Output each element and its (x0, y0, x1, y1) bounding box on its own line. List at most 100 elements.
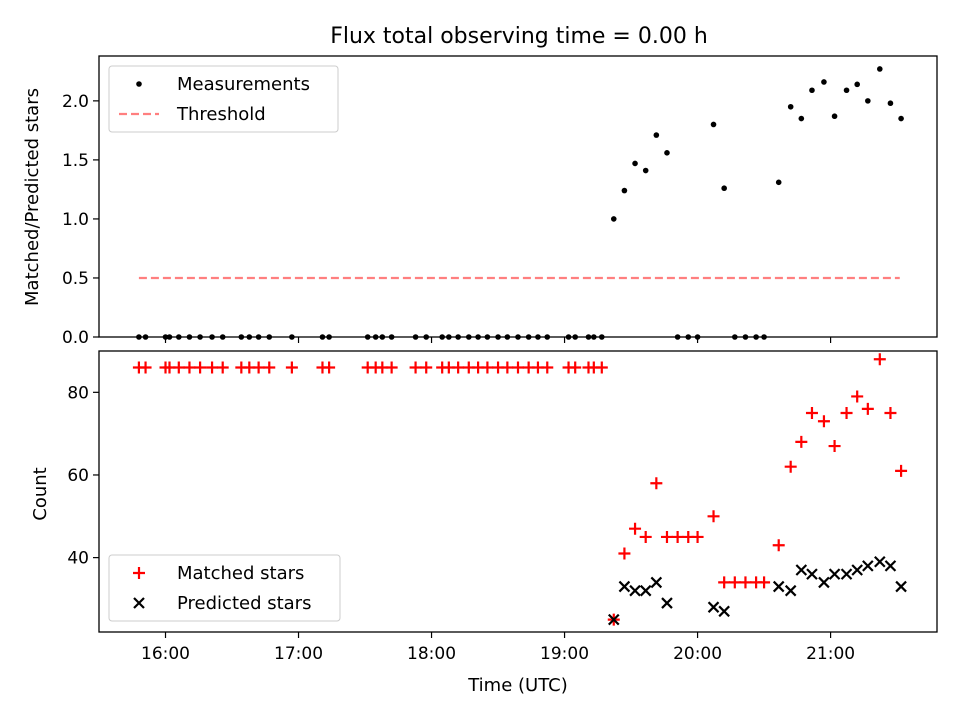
matched-star-point (739, 576, 752, 589)
matched-star-point (772, 539, 785, 552)
legend-predicted-label: Predicted stars (177, 593, 311, 614)
measurement-point (721, 185, 727, 192)
matched-star-point (618, 547, 631, 560)
legend-matched-label: Matched stars (177, 563, 304, 584)
measurement-point (664, 150, 670, 156)
predicted-star-point (828, 568, 841, 580)
measurement-point (653, 132, 660, 138)
matched-star-point (194, 361, 207, 374)
measurement-point (854, 81, 860, 88)
matched-star-point (481, 361, 494, 374)
matched-star-point (172, 361, 185, 374)
matched-star-point (569, 361, 582, 374)
predicted-star-point (840, 568, 853, 580)
x-tick-label: 17:00 (274, 644, 323, 664)
matched-star-point (420, 361, 433, 374)
y-tick-label: 1.0 (62, 210, 89, 230)
measurement-point (809, 87, 815, 94)
matched-star-point (263, 361, 276, 374)
y-tick-label: 0.0 (62, 328, 89, 348)
predicted-star-point (607, 613, 620, 626)
matched-star-point (828, 440, 841, 453)
matched-star-point (795, 435, 808, 448)
measurement-point (821, 79, 827, 85)
legend-threshold-label: Threshold (176, 104, 266, 125)
matched-star-point (817, 415, 830, 428)
top-ylabel: Matched/Predicted stars (22, 88, 43, 306)
measurement-point (775, 179, 782, 186)
predicted-star-point (862, 560, 874, 572)
measurement-point (887, 100, 894, 107)
bottom-legend: Matched stars Predicted stars (108, 554, 341, 622)
matched-star-point (784, 460, 797, 473)
matched-star-point (718, 576, 731, 589)
y-tick-label: 60 (67, 466, 89, 486)
predicted-star-point (650, 576, 663, 589)
predicted-star-point (707, 601, 720, 613)
top-legend-box (108, 65, 339, 133)
x-tick-label: 21:00 (806, 644, 855, 664)
matched-star-point (805, 406, 818, 419)
predicted-star-point (818, 576, 830, 589)
bottom-panel-frame (98, 350, 938, 633)
measurement-point (710, 121, 717, 128)
x-tick-label: 18:00 (407, 644, 456, 664)
matched-star-point (501, 361, 514, 374)
x-tick-label: 20:00 (673, 644, 722, 664)
predicted-star-point (772, 580, 785, 593)
legend-measurements-label: Measurements (177, 74, 310, 95)
top-panel-frame (98, 55, 938, 338)
matched-star-point (758, 576, 771, 589)
matched-star-point (884, 406, 897, 419)
legend-measurements-marker (136, 81, 142, 87)
matched-star-point (728, 576, 741, 589)
y-tick-label: 80 (67, 383, 89, 403)
chart-title: Flux total observing time = 0.00 h (330, 24, 708, 49)
measurement-point (621, 187, 628, 194)
matched-star-point (660, 530, 673, 543)
matched-star-point (595, 361, 608, 374)
top-legend: Measurements Threshold (108, 65, 339, 133)
matched-star-point (639, 530, 652, 543)
predicted-star-point (784, 584, 797, 597)
matched-star-point (691, 530, 704, 543)
matched-star-point (285, 361, 298, 374)
legend-matched-marker (133, 567, 145, 579)
matched-star-point (452, 361, 465, 374)
predicted-star-point (884, 560, 897, 572)
predicted-star-point (718, 605, 730, 618)
predicted-star-point (661, 597, 673, 609)
measurement-point (865, 98, 871, 104)
matched-star-point (139, 361, 152, 374)
matched-star-point (650, 477, 663, 490)
predicted-star-point (806, 568, 818, 580)
predicted-star-point (795, 564, 808, 576)
predicted-star-point (629, 584, 641, 597)
matched-star-point (671, 530, 684, 543)
measurement-point (831, 113, 838, 120)
measurement-point (632, 160, 638, 167)
matched-star-point (707, 510, 720, 523)
matched-star-point (252, 361, 265, 374)
matched-star-point (183, 361, 196, 374)
matched-star-point (409, 361, 422, 374)
x-axis-label: Time (UTC) (467, 675, 568, 696)
matched-star-point (851, 390, 864, 403)
matched-star-point (512, 361, 524, 374)
y-tick-label: 40 (67, 549, 89, 569)
bottom-legend-box (108, 554, 341, 622)
measurement-point (877, 66, 883, 72)
measurement-point (843, 87, 850, 94)
matched-star-point (873, 353, 886, 366)
measurement-point (610, 216, 617, 222)
y-tick-label: 2.0 (62, 92, 89, 112)
matched-star-point (216, 361, 229, 374)
legend-predicted-marker (133, 597, 145, 609)
y-tick-label: 0.5 (62, 269, 89, 289)
top-panel: 0.00.51.01.52.0 Matched/Predicted stars … (22, 55, 938, 348)
measurement-point (787, 103, 794, 110)
predicted-star-point (874, 555, 886, 568)
y-tick-label: 1.5 (62, 151, 89, 171)
matched-star-point (629, 522, 642, 535)
matched-star-point (895, 464, 908, 477)
